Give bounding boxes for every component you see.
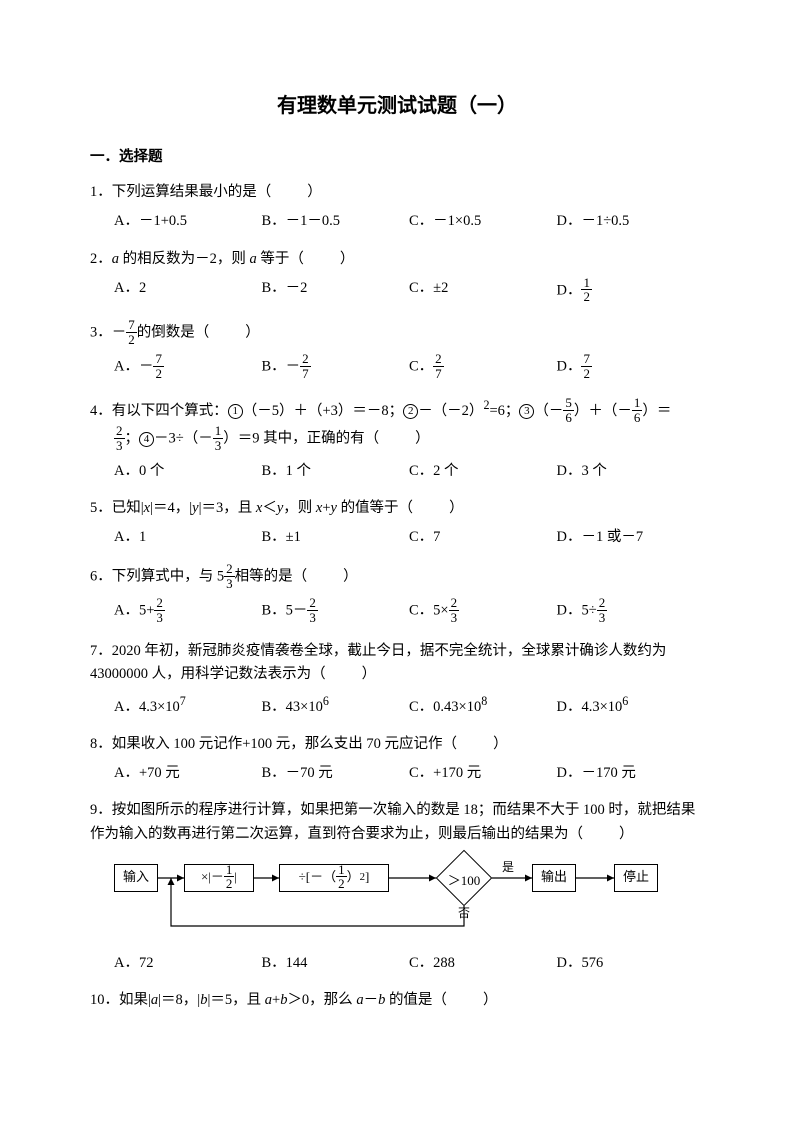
question-2: 2．a 的相反数为－2，则 a 等于（） A．2B．－2C．±2D．12 bbox=[90, 248, 704, 309]
option-D: D．72 bbox=[557, 353, 705, 381]
option-B: B．－2 bbox=[262, 277, 410, 305]
option-C: C．0.43×108 bbox=[409, 692, 557, 719]
option-A: A．4.3×107 bbox=[114, 692, 262, 719]
options: A．2B．－2C．±2D．12 bbox=[90, 277, 704, 309]
option-C: C．5×23 bbox=[409, 597, 557, 625]
question-list: 1．下列运算结果最小的是（）A．－1+0.5B．－1－0.5C．－1×0.5D．… bbox=[90, 181, 704, 1012]
option-A: A．72 bbox=[114, 952, 262, 975]
question-3: 3．－72的倒数是（） A．－72B．－27C．27D．72 bbox=[90, 319, 704, 386]
question-9: 9．按如图所示的程序进行计算，如果把第一次输入的数是 18；而结果不大于 100… bbox=[90, 799, 704, 979]
option-A: A．5+23 bbox=[114, 597, 262, 625]
question-stem: 10．如果|a|＝8，|b|＝5，且 a+b＞0，那么 a－b 的值是（） bbox=[90, 989, 704, 1012]
option-B: B．5－23 bbox=[262, 597, 410, 625]
section-heading: 一．选择题 bbox=[90, 146, 704, 169]
option-A: A．－72 bbox=[114, 353, 262, 381]
option-B: B．－70 元 bbox=[262, 762, 410, 785]
option-D: D．12 bbox=[557, 277, 705, 305]
option-A: A．2 bbox=[114, 277, 262, 305]
option-C: C．27 bbox=[409, 353, 557, 381]
flow-arrows bbox=[114, 854, 674, 946]
question-stem: 9．按如图所示的程序进行计算，如果把第一次输入的数是 18；而结果不大于 100… bbox=[90, 799, 704, 845]
flowchart: 输入×|－12|÷[－（12）2]输出停止＞100是否 bbox=[114, 854, 674, 946]
question-1: 1．下列运算结果最小的是（） A．－1+0.5B．－1－0.5C．－1×0.5D．… bbox=[90, 181, 704, 237]
option-C: C．7 bbox=[409, 526, 557, 549]
option-D: D．－1 或－7 bbox=[557, 526, 705, 549]
options: A．4.3×107B．43×106C．0.43×108D．4.3×106 bbox=[90, 692, 704, 723]
question-6: 6．下列算式中，与 523相等的是（） A．5+23B．5－23C．5×23D．5… bbox=[90, 563, 704, 630]
option-C: C．－1×0.5 bbox=[409, 210, 557, 233]
question-stem: 1．下列运算结果最小的是（） bbox=[90, 181, 704, 204]
option-D: D．576 bbox=[557, 952, 705, 975]
question-8: 8．如果收入 100 元记作+100 元，那么支出 70 元应记作（） A．+70… bbox=[90, 733, 704, 789]
option-B: B．－1－0.5 bbox=[262, 210, 410, 233]
question-stem: 6．下列算式中，与 523相等的是（） bbox=[90, 563, 704, 591]
options: A．72B．144C．288D．576 bbox=[90, 952, 704, 979]
options: A．1B．±1C．7D．－1 或－7 bbox=[90, 526, 704, 553]
options: A．0 个B．1 个C．2 个D．3 个 bbox=[90, 460, 704, 487]
option-B: B．43×106 bbox=[262, 692, 410, 719]
options: A．5+23B．5－23C．5×23D．5÷23 bbox=[90, 597, 704, 629]
options: A．－72B．－27C．27D．72 bbox=[90, 353, 704, 385]
question-5: 5．已知|x|＝4，|y|＝3，且 x＜y，则 x+y 的值等于（） A．1B．±… bbox=[90, 497, 704, 553]
options: A．+70 元B．－70 元C．+170 元D．－170 元 bbox=[90, 762, 704, 789]
option-B: B．144 bbox=[262, 952, 410, 975]
option-C: C．+170 元 bbox=[409, 762, 557, 785]
question-stem: 5．已知|x|＝4，|y|＝3，且 x＜y，则 x+y 的值等于（） bbox=[90, 497, 704, 520]
option-D: D．5÷23 bbox=[557, 597, 705, 625]
question-7: 7．2020 年初，新冠肺炎疫情袭卷全球，截止今日，据不完全统计，全球累计确诊人… bbox=[90, 640, 704, 723]
question-4: 4．有以下四个算式：1（－5）＋（+3）＝－8；2－（－2）2=6；3（－56）… bbox=[90, 396, 704, 487]
question-stem: 3．－72的倒数是（） bbox=[90, 319, 704, 347]
question-10: 10．如果|a|＝8，|b|＝5，且 a+b＞0，那么 a－b 的值是（） bbox=[90, 989, 704, 1012]
question-stem: 4．有以下四个算式：1（－5）＋（+3）＝－8；2－（－2）2=6；3（－56）… bbox=[90, 396, 704, 454]
option-C: C．2 个 bbox=[409, 460, 557, 483]
option-D: D．3 个 bbox=[557, 460, 705, 483]
option-D: D．－170 元 bbox=[557, 762, 705, 785]
option-B: B．－27 bbox=[262, 353, 410, 381]
option-D: D．－1÷0.5 bbox=[557, 210, 705, 233]
option-C: C．±2 bbox=[409, 277, 557, 305]
option-A: A．0 个 bbox=[114, 460, 262, 483]
question-stem: 2．a 的相反数为－2，则 a 等于（） bbox=[90, 248, 704, 271]
option-A: A．－1+0.5 bbox=[114, 210, 262, 233]
options: A．－1+0.5B．－1－0.5C．－1×0.5D．－1÷0.5 bbox=[90, 210, 704, 237]
option-B: B．1 个 bbox=[262, 460, 410, 483]
question-stem: 8．如果收入 100 元记作+100 元，那么支出 70 元应记作（） bbox=[90, 733, 704, 756]
page-title: 有理数单元测试试题（一） bbox=[90, 90, 704, 122]
option-B: B．±1 bbox=[262, 526, 410, 549]
option-A: A．+70 元 bbox=[114, 762, 262, 785]
option-D: D．4.3×106 bbox=[557, 692, 705, 719]
option-A: A．1 bbox=[114, 526, 262, 549]
option-C: C．288 bbox=[409, 952, 557, 975]
question-stem: 7．2020 年初，新冠肺炎疫情袭卷全球，截止今日，据不完全统计，全球累计确诊人… bbox=[90, 640, 704, 686]
